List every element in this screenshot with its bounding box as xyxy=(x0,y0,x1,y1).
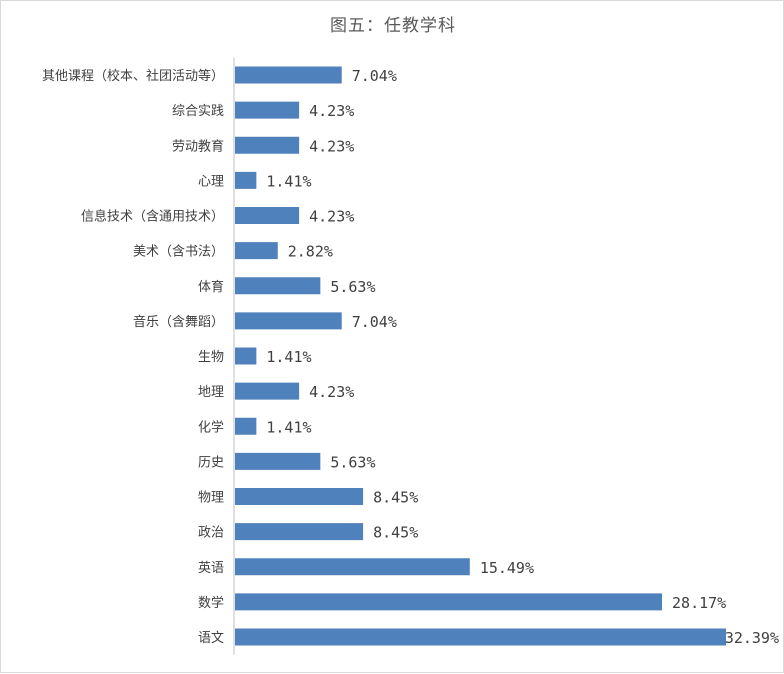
bar-15 xyxy=(235,593,663,611)
value-label-16: 32.39% xyxy=(725,629,779,647)
category-label-1: 综合实践 xyxy=(172,104,224,119)
category-label-9: 地理 xyxy=(198,385,224,400)
value-label-1: 4.23% xyxy=(309,102,354,120)
category-label-5: 美术（含书法） xyxy=(133,244,224,260)
category-label-7: 音乐（含舞蹈） xyxy=(133,314,224,330)
bar-16 xyxy=(235,628,726,646)
bar-12 xyxy=(235,488,364,505)
category-label-2: 劳动教育 xyxy=(172,138,224,154)
value-label-0: 7.04% xyxy=(352,67,397,85)
bar-9 xyxy=(235,382,300,400)
bar-5 xyxy=(235,242,278,260)
value-label-13: 8.45% xyxy=(373,524,418,542)
category-label-14: 英语 xyxy=(198,561,224,576)
value-label-11: 5.63% xyxy=(330,453,375,471)
category-label-8: 生物 xyxy=(198,350,224,365)
category-label-3: 心理 xyxy=(198,174,224,189)
value-label-12: 8.45% xyxy=(373,489,418,507)
value-labels-group: 7.04% 4.23% 4.23% 1.41% 4.23% 2.82% 5.63% 7.04%… xyxy=(266,67,779,647)
category-label-12: 物理 xyxy=(198,491,224,506)
bar-11 xyxy=(235,452,321,470)
value-label-3: 1.41% xyxy=(266,172,311,190)
value-label-5: 2.82% xyxy=(288,243,333,261)
value-label-14: 15.49% xyxy=(480,559,534,577)
bar-8 xyxy=(235,347,257,365)
bar-2 xyxy=(235,136,300,154)
bar-3 xyxy=(235,171,257,189)
value-label-2: 4.23% xyxy=(309,137,354,155)
value-label-15: 28.17% xyxy=(672,594,726,612)
value-label-7: 7.04% xyxy=(352,313,397,331)
value-label-10: 1.41% xyxy=(266,418,311,436)
category-label-6: 体育 xyxy=(198,279,224,295)
category-label-16: 语文 xyxy=(198,631,224,646)
category-label-13: 政治 xyxy=(198,526,224,541)
bar-1 xyxy=(235,101,300,119)
bar-7 xyxy=(235,312,342,330)
chart-title: 图五：任教学科 xyxy=(330,16,456,36)
bar-0 xyxy=(235,66,342,84)
category-label-11: 历史 xyxy=(198,455,224,470)
bar-4 xyxy=(235,207,300,224)
value-label-6: 5.63% xyxy=(330,278,375,296)
bar-6 xyxy=(235,277,321,295)
value-label-4: 4.23% xyxy=(309,208,354,226)
bar-10 xyxy=(235,417,257,435)
category-label-0: 其他课程（校本、社团活动等） xyxy=(42,68,224,84)
value-label-8: 1.41% xyxy=(266,348,311,366)
bars-group xyxy=(235,66,726,646)
category-label-15: 数学 xyxy=(198,595,224,611)
value-label-9: 4.23% xyxy=(309,383,354,401)
bar-14 xyxy=(235,558,470,576)
category-label-10: 化学 xyxy=(198,419,224,435)
bar-13 xyxy=(235,523,364,541)
category-label-4: 信息技术（含通用技术） xyxy=(81,209,224,225)
